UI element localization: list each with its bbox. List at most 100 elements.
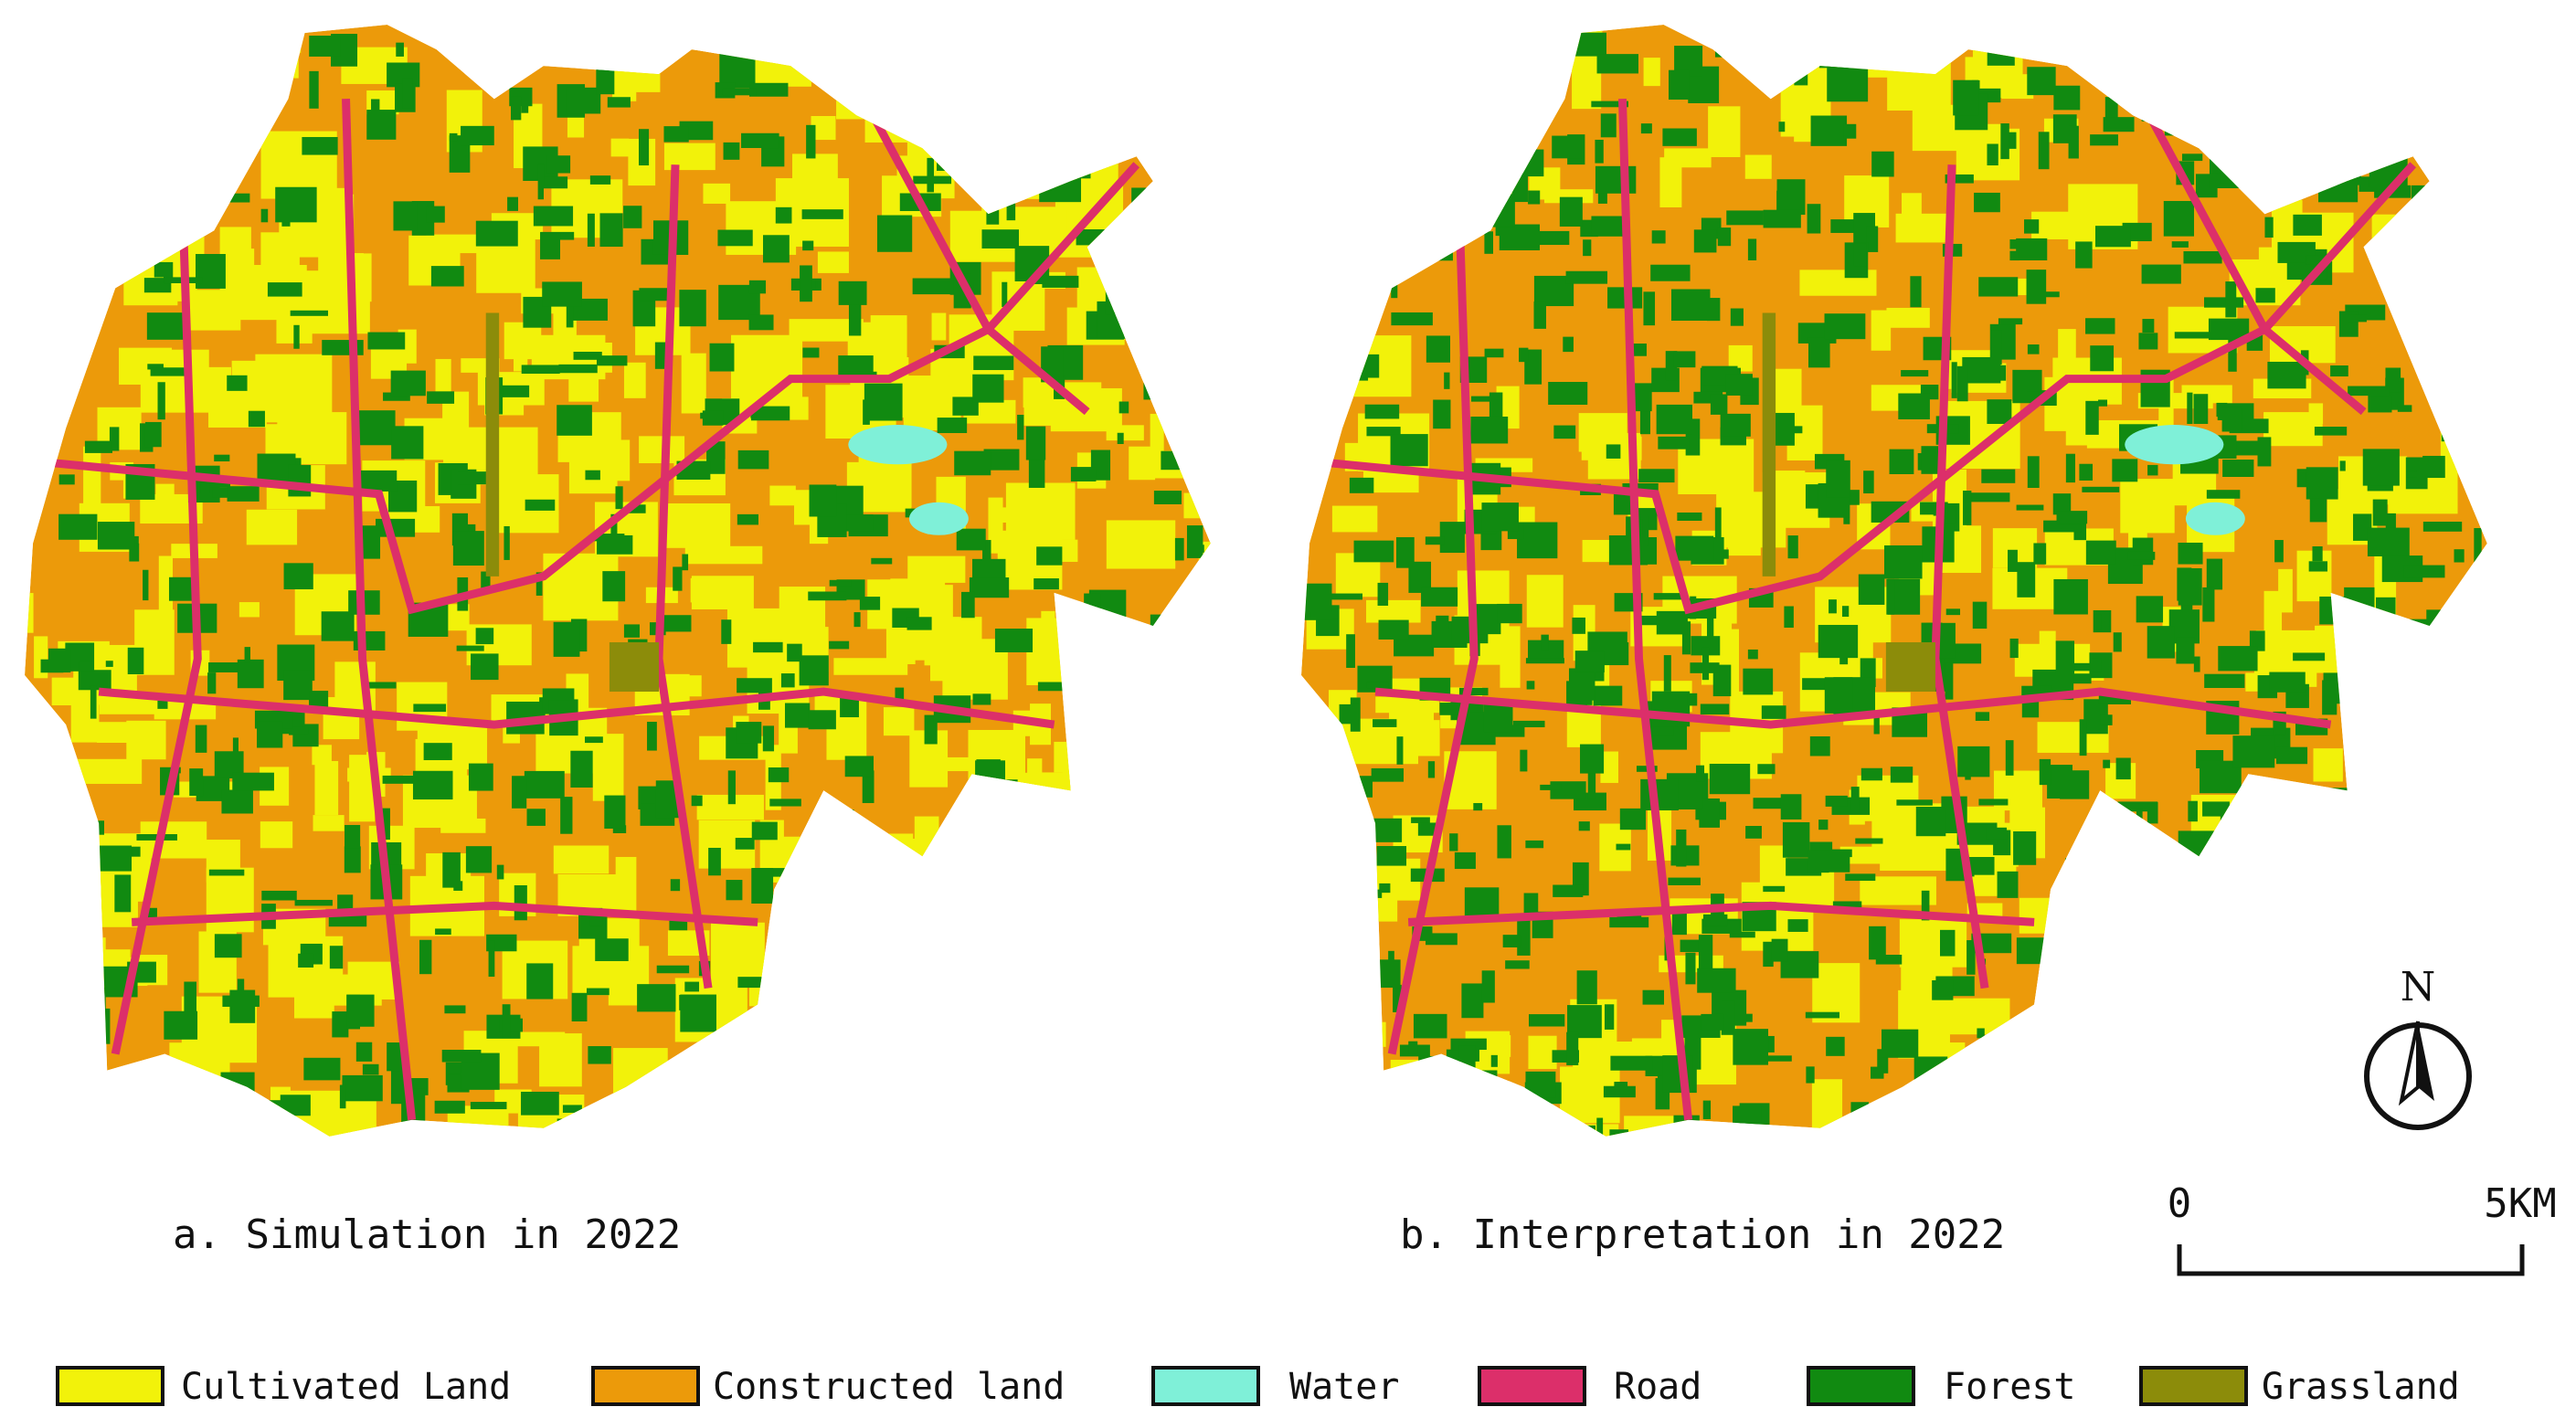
patch <box>1118 831 1175 892</box>
patch <box>1497 603 1522 624</box>
patch <box>1481 502 1519 532</box>
patch <box>1600 751 1618 783</box>
patch <box>362 1063 379 1075</box>
patch <box>2348 314 2367 323</box>
patch <box>25 959 41 973</box>
patch <box>988 497 1003 554</box>
patch <box>2413 761 2481 825</box>
patch <box>227 375 248 391</box>
patch <box>1107 1068 1125 1091</box>
patch <box>2241 110 2274 143</box>
patch <box>1596 1117 1604 1136</box>
patch <box>1378 619 1409 640</box>
patch <box>1087 1011 1123 1049</box>
patch <box>2368 875 2394 899</box>
patch <box>2224 1075 2251 1088</box>
patch <box>1123 237 1140 263</box>
patch <box>1632 383 1652 412</box>
patch <box>471 653 499 681</box>
patch <box>1083 1048 1100 1086</box>
patch <box>97 1008 111 1044</box>
patch <box>2454 331 2487 355</box>
patch <box>1328 1116 1367 1137</box>
patch <box>986 202 1000 225</box>
patch <box>1651 230 1666 244</box>
patch <box>1903 1088 1962 1135</box>
legend-label: Road <box>1614 1366 1701 1408</box>
patch <box>2400 112 2414 151</box>
water <box>848 425 948 465</box>
patch <box>2329 1072 2358 1087</box>
patch <box>1910 276 1922 308</box>
patch <box>309 70 319 109</box>
patch <box>735 838 755 850</box>
patch <box>2456 942 2464 951</box>
patch <box>2443 617 2485 632</box>
patch <box>691 795 703 807</box>
patch <box>1052 860 1071 892</box>
patch <box>1426 933 1458 946</box>
patch <box>2225 86 2242 119</box>
patch <box>43 828 86 840</box>
patch <box>1675 535 1714 561</box>
patch <box>1171 232 1199 238</box>
patch <box>25 354 48 365</box>
patch <box>1370 111 1420 172</box>
patch <box>2187 392 2193 424</box>
patch <box>1164 64 1183 92</box>
patch <box>1086 760 1144 820</box>
road <box>1309 162 2417 615</box>
patch <box>2405 26 2422 86</box>
patch <box>1963 491 1972 525</box>
patch <box>1915 1087 1952 1120</box>
patch <box>1693 229 1717 253</box>
patch <box>2267 361 2306 389</box>
patch <box>96 28 119 42</box>
patch <box>1824 313 1866 340</box>
patch <box>919 29 952 73</box>
patch <box>2378 630 2416 666</box>
patch <box>449 132 458 142</box>
patch <box>828 931 864 938</box>
patch <box>1208 877 1211 884</box>
north-arrow-right <box>2418 1021 2434 1101</box>
patch <box>505 31 521 47</box>
patch <box>982 540 991 565</box>
patch <box>2279 894 2300 921</box>
patch <box>1447 1110 1471 1137</box>
patch <box>267 282 302 297</box>
patch <box>2410 89 2419 118</box>
patch <box>1609 916 1649 928</box>
patch <box>412 770 453 800</box>
patch <box>2430 387 2444 401</box>
caption: b. Interpretation in 2022 <box>1400 1211 2005 1258</box>
patch <box>2483 685 2487 710</box>
patch <box>196 253 226 289</box>
patch <box>2127 858 2143 885</box>
patch <box>369 0 385 19</box>
patch <box>1699 798 1720 828</box>
patch <box>927 157 935 193</box>
patch <box>2308 403 2324 425</box>
patch <box>2113 632 2122 652</box>
patch <box>2147 801 2158 824</box>
patch <box>143 1114 169 1131</box>
patch <box>2263 883 2271 918</box>
scale-line <box>2177 1244 2525 1276</box>
patch <box>2152 79 2189 90</box>
patch <box>929 637 947 682</box>
patch <box>852 90 878 100</box>
patch <box>229 989 256 1023</box>
patch <box>2208 318 2250 341</box>
patch <box>926 933 945 986</box>
patch <box>1301 74 1319 92</box>
patch <box>1021 804 1086 819</box>
patch <box>1818 624 1859 659</box>
patch <box>1725 374 1753 396</box>
patch <box>1327 874 1398 922</box>
patch <box>2238 25 2276 54</box>
patch <box>1212 481 1268 536</box>
patch <box>775 206 792 224</box>
patch <box>737 977 779 989</box>
patch <box>1191 755 1211 797</box>
